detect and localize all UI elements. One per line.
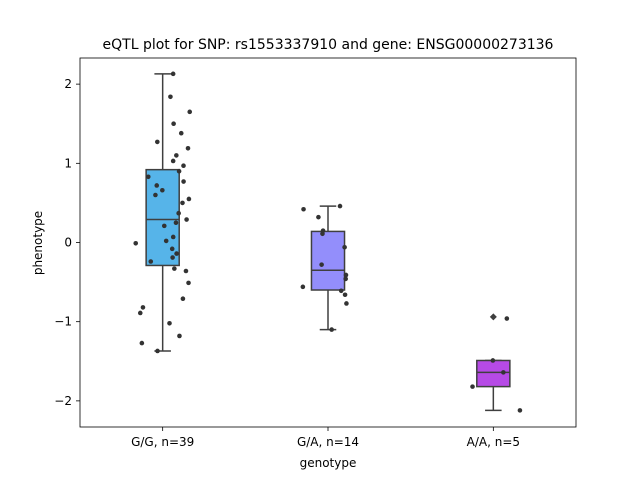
x-axis: G/G, n=39 G/A, n=14 A/A, n=5 — [131, 427, 520, 449]
data-point — [170, 71, 176, 77]
data-point — [163, 238, 169, 244]
data-point — [170, 255, 175, 260]
data-point — [316, 214, 321, 220]
data-point — [178, 130, 184, 136]
data-point — [301, 206, 306, 212]
data-point — [154, 183, 160, 188]
data-point — [170, 234, 176, 240]
box — [145, 168, 180, 267]
data-point — [183, 268, 189, 274]
data-point — [145, 174, 151, 180]
data-point — [153, 192, 158, 198]
x-tick-label: G/A, n=14 — [297, 435, 359, 449]
data-point — [343, 276, 348, 282]
y-tick-label: −2 — [54, 394, 72, 408]
data-point — [137, 310, 143, 316]
data-point — [343, 272, 349, 278]
data-point — [329, 327, 334, 332]
data-point — [187, 109, 193, 115]
data-point — [174, 251, 179, 256]
box-group — [133, 71, 193, 354]
data-point — [320, 231, 325, 237]
x-tick-label: A/A, n=5 — [467, 435, 520, 449]
data-point — [173, 220, 179, 226]
plot-area — [133, 71, 523, 413]
data-point — [342, 292, 348, 298]
x-axis-label: genotype — [300, 456, 357, 470]
data-point — [133, 240, 139, 246]
data-point — [342, 244, 347, 250]
data-point — [168, 94, 173, 100]
y-axis: −2 −1 0 1 2 — [54, 77, 80, 408]
data-point — [181, 179, 186, 184]
data-point — [180, 200, 185, 206]
data-point — [161, 223, 167, 229]
data-point — [501, 370, 506, 375]
box-group — [470, 313, 523, 413]
data-point — [186, 196, 192, 202]
y-tick-label: 0 — [64, 236, 72, 250]
data-point — [344, 301, 349, 306]
data-point — [470, 384, 475, 389]
y-tick-label: −1 — [54, 315, 72, 329]
data-point — [169, 246, 175, 252]
data-point — [160, 187, 165, 193]
data-point — [181, 163, 186, 168]
x-tick-label: G/G, n=39 — [131, 435, 194, 449]
outlier-marker — [489, 313, 497, 321]
data-point — [140, 305, 146, 310]
data-point — [148, 259, 154, 264]
data-point — [504, 316, 510, 321]
data-point — [184, 217, 189, 222]
data-point — [155, 139, 160, 145]
y-tick-label: 2 — [64, 77, 72, 91]
y-axis-label: phenotype — [31, 211, 45, 275]
data-point — [517, 408, 523, 413]
data-point — [172, 266, 177, 271]
box — [476, 359, 511, 388]
data-point — [171, 121, 176, 127]
data-point — [176, 210, 181, 216]
data-point — [176, 168, 182, 174]
data-point — [490, 358, 496, 363]
data-point — [319, 262, 324, 267]
data-point — [170, 158, 176, 164]
data-point — [139, 340, 145, 346]
data-point — [300, 284, 306, 290]
data-point — [167, 320, 172, 326]
data-point — [186, 280, 191, 286]
data-point — [177, 333, 182, 339]
y-tick-label: 1 — [64, 156, 72, 170]
data-point — [337, 203, 343, 209]
data-point — [155, 348, 160, 354]
data-point — [185, 145, 191, 151]
box-group — [300, 203, 349, 332]
data-point — [338, 288, 344, 294]
data-point — [174, 153, 179, 158]
chart-title: eQTL plot for SNP: rs1553337910 and gene… — [103, 37, 554, 53]
data-point — [180, 296, 186, 302]
box — [310, 230, 346, 291]
